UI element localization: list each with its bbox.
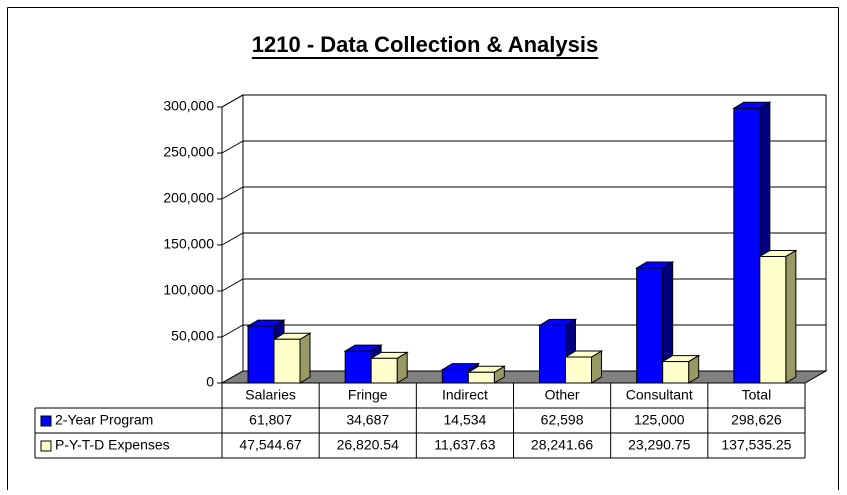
legend-swatch [40, 440, 52, 452]
grid-line [221, 324, 826, 338]
table-cell: 61,807 [249, 412, 292, 428]
table-cell: 62,598 [541, 412, 584, 428]
grid-line [221, 186, 826, 200]
table-cell: 125,000 [634, 412, 685, 428]
bar [539, 324, 566, 384]
table-cell: 28,241.66 [531, 437, 593, 453]
x-tick-label: Fringe [348, 387, 388, 403]
table-cell: 11,637.63 [434, 437, 495, 453]
y-tick-label: 0 [206, 374, 214, 390]
y-tick-label: 100,000 [163, 282, 214, 298]
bar [636, 267, 664, 384]
table-cell: 26,820.54 [337, 437, 399, 453]
y-tick-label: 250,000 [163, 144, 214, 160]
table-cell: 298,626 [731, 412, 782, 428]
bar [467, 371, 495, 384]
grid-line [221, 232, 826, 246]
bar [441, 369, 469, 384]
bar [273, 338, 301, 384]
bar [370, 357, 398, 384]
y-tick-label: 150,000 [163, 236, 214, 252]
legend-swatch [40, 415, 52, 427]
grid-line [221, 94, 826, 108]
bar [733, 107, 761, 384]
table-cell: 137,535.25 [721, 437, 791, 453]
x-tick-label: Other [545, 387, 580, 403]
bar [344, 350, 372, 384]
y-tick-label: 300,000 [163, 98, 214, 114]
x-tick-label: Salaries [245, 387, 296, 403]
y-tick-label: 50,000 [171, 328, 214, 344]
bar [565, 356, 592, 384]
table-cell: 47,544.67 [239, 437, 301, 453]
y-tick-label: 200,000 [163, 190, 214, 206]
chart-title: 1210 - Data Collection & Analysis [252, 32, 598, 57]
bar [247, 325, 275, 384]
x-tick-label: Total [742, 387, 772, 403]
grid-line [221, 278, 826, 292]
bar [759, 255, 787, 384]
legend-label: P-Y-T-D Expenses [55, 437, 170, 453]
table-cell: 23,290.75 [628, 437, 690, 453]
table-cell: 34,687 [346, 412, 389, 428]
bar [662, 361, 690, 384]
bar-side [299, 332, 311, 384]
table-cell: 14,534 [444, 412, 487, 428]
x-tick-label: Indirect [442, 387, 488, 403]
legend-label: 2-Year Program [55, 412, 153, 428]
x-tick-label: Consultant [626, 387, 693, 403]
grid-line [221, 140, 826, 154]
bar-side [785, 249, 797, 384]
